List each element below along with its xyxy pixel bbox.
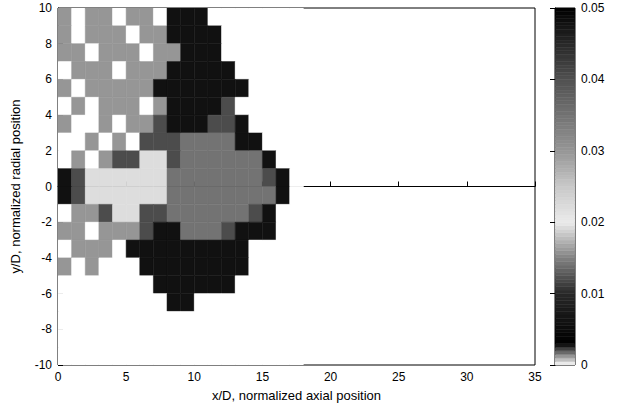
svg-text:20: 20 [324, 370, 338, 384]
svg-text:0.03: 0.03 [581, 144, 605, 158]
svg-text:35: 35 [528, 370, 542, 384]
svg-text:25: 25 [392, 370, 406, 384]
svg-text:0: 0 [45, 180, 52, 194]
svg-text:8: 8 [45, 37, 52, 51]
svg-text:-10: -10 [35, 358, 53, 372]
svg-text:30: 30 [460, 370, 474, 384]
svg-text:10: 10 [188, 370, 202, 384]
svg-text:5: 5 [123, 370, 130, 384]
svg-text:0: 0 [581, 358, 588, 372]
svg-text:0.05: 0.05 [581, 1, 605, 15]
svg-text:10: 10 [39, 1, 53, 15]
svg-text:15: 15 [256, 370, 270, 384]
svg-text:-4: -4 [41, 251, 52, 265]
svg-text:0.01: 0.01 [581, 287, 605, 301]
svg-text:-8: -8 [41, 322, 52, 336]
svg-text:4: 4 [45, 108, 52, 122]
svg-text:-6: -6 [41, 287, 52, 301]
svg-text:2: 2 [45, 144, 52, 158]
svg-text:6: 6 [45, 72, 52, 86]
svg-text:0.04: 0.04 [581, 72, 605, 86]
svg-text:y/D, normalized radial positio: y/D, normalized radial position [8, 99, 23, 273]
svg-text:x/D, normalized axial position: x/D, normalized axial position [212, 388, 381, 403]
svg-text:0: 0 [55, 370, 62, 384]
svg-text:-2: -2 [41, 215, 52, 229]
svg-text:0.02: 0.02 [581, 215, 605, 229]
